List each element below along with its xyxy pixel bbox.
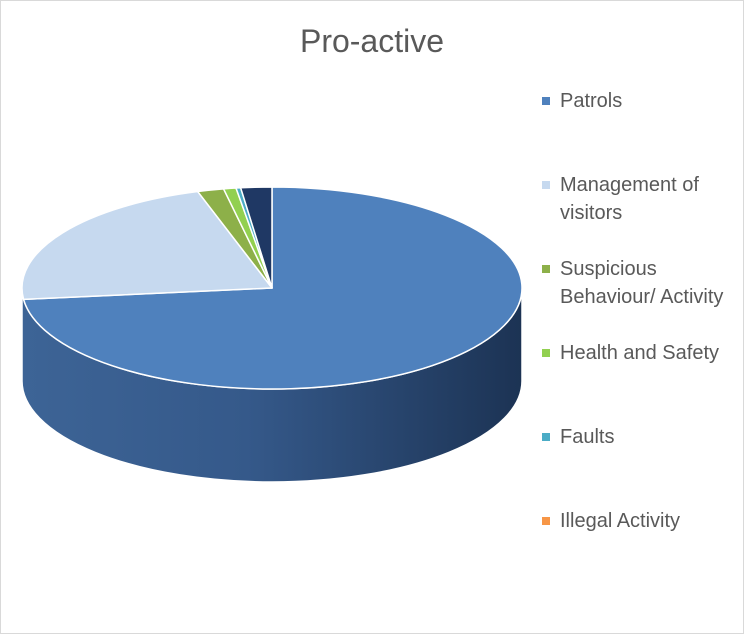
pie-slice-2 [21, 190, 273, 301]
pie-slice-1 [22, 186, 523, 390]
pie-slice-6 [239, 186, 273, 289]
chart-title: Pro-active [299, 23, 445, 59]
pie-slice-group [21, 186, 523, 390]
